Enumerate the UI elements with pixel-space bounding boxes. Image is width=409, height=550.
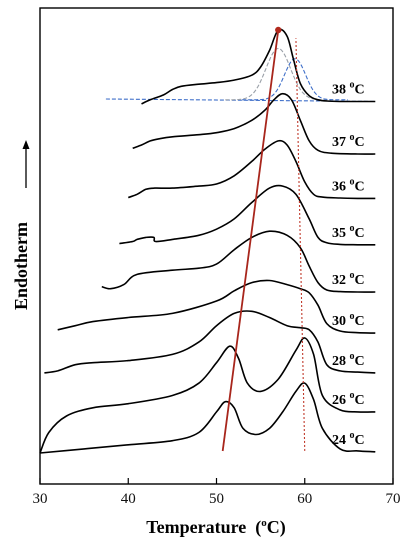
- series-label-unit-2: C: [355, 354, 365, 369]
- series-curve-5: [119, 184, 376, 246]
- x-tick-label-40: 40: [121, 491, 136, 507]
- series-label-4: 32 oC: [332, 270, 365, 288]
- series-label-unit-5: C: [355, 226, 365, 241]
- x-tick-label-70: 70: [386, 491, 401, 507]
- decon-peak2-curve: [242, 58, 348, 101]
- series-label-unit-6: C: [355, 179, 365, 194]
- peak-marker: [275, 26, 282, 34]
- series-label-unit-1: C: [355, 393, 365, 408]
- x-axis-title-degree: o: [261, 517, 267, 529]
- series-label-3: 30 oC: [332, 311, 365, 329]
- series-label-num-3: 30: [332, 314, 350, 329]
- series-label-5: 35 oC: [332, 223, 365, 241]
- series-label-8: 38 oC: [332, 79, 365, 97]
- series-label-degree-2: o: [350, 351, 355, 362]
- series-label-unit-0: C: [355, 433, 365, 448]
- series-label-degree-5: o: [350, 223, 355, 234]
- series-curve-3: [57, 279, 376, 334]
- trend-solid-line: [221, 29, 280, 452]
- series-label-num-0: 24: [332, 433, 350, 448]
- series-curve-8: [141, 28, 376, 105]
- series-label-degree-7: o: [350, 132, 355, 143]
- series-curve-6: [127, 139, 376, 200]
- series-label-degree-0: o: [350, 430, 355, 441]
- x-tick-label-60: 60: [297, 491, 312, 507]
- series-label-unit-8: C: [355, 82, 365, 97]
- series-label-degree-8: o: [350, 79, 355, 90]
- x-axis-title: Temperature (oC): [146, 517, 285, 538]
- series-label-2: 28 oC: [332, 351, 365, 369]
- series-label-unit-7: C: [355, 135, 365, 150]
- series-label-num-7: 37: [332, 135, 350, 150]
- series-label-7: 37 oC: [332, 132, 365, 150]
- series-curve-0: [39, 382, 376, 454]
- plot-area: [39, 26, 376, 454]
- series-label-6: 36 oC: [332, 176, 365, 194]
- series-label-unit-3: C: [355, 314, 365, 329]
- series-label-1: 26 oC: [332, 390, 365, 408]
- series-curve-1: [39, 337, 376, 454]
- series-label-num-2: 28: [332, 354, 350, 369]
- series-label-num-8: 38: [332, 82, 350, 97]
- x-axis-title-unit: C): [267, 517, 286, 538]
- x-axis-title-gap: [246, 517, 255, 537]
- series-curve-2: [44, 310, 376, 374]
- x-tick-label-30: 30: [33, 491, 48, 507]
- x-axis-title-text: Temperature: [146, 517, 246, 537]
- series-curve-7: [132, 92, 376, 155]
- x-tick-label-50: 50: [209, 491, 224, 507]
- series-label-degree-6: o: [350, 176, 355, 187]
- series-label-degree-3: o: [350, 311, 355, 322]
- series-label-num-6: 36: [332, 179, 350, 194]
- series-label-degree-1: o: [350, 390, 355, 401]
- series-label-0: 24 oC: [332, 430, 365, 448]
- series-label-unit-4: C: [355, 273, 365, 288]
- series-curve-4: [101, 230, 376, 293]
- series-label-degree-4: o: [350, 270, 355, 281]
- series-label-num-1: 26: [332, 393, 350, 408]
- series-label-num-4: 32: [332, 273, 350, 288]
- trend-dotted-line: [295, 38, 306, 451]
- y-axis-arrow-head: [22, 140, 30, 149]
- axes: 30 40 50 60 70: [33, 7, 401, 507]
- x-axis-title-open: (: [255, 517, 261, 538]
- series-label-num-5: 35: [332, 226, 350, 241]
- y-axis-title: Endotherm: [11, 222, 31, 310]
